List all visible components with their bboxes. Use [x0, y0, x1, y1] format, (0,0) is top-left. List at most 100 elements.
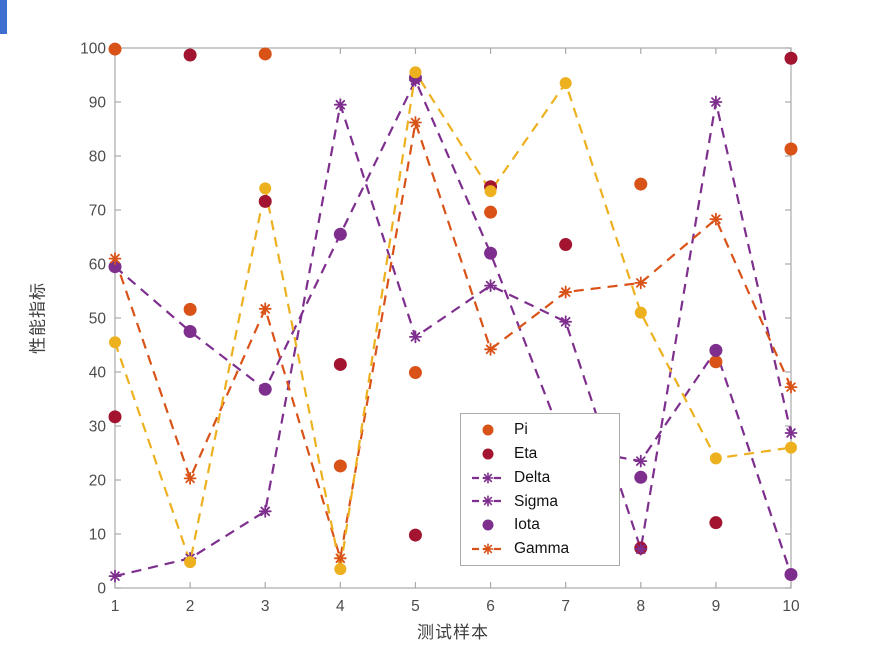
- marker-Iota: [634, 470, 648, 484]
- x-axis-label: 测试样本: [417, 623, 489, 642]
- marker-unlabeled-yellow: [409, 66, 422, 79]
- marker-Iota: [333, 227, 347, 241]
- marker-Eta: [183, 48, 197, 62]
- asterisk-marker: [333, 98, 347, 112]
- legend-glyph-delta: [472, 471, 504, 484]
- y-tick-label: 50: [89, 311, 107, 328]
- asterisk-marker: [183, 471, 197, 485]
- legend-glyph-eta: [482, 448, 494, 460]
- legend-glyph-pi: [482, 424, 494, 436]
- asterisk-marker: [258, 504, 272, 518]
- marker-Pi: [709, 355, 723, 369]
- axes-box: [114, 47, 792, 589]
- legend-item-pi: Pi: [471, 419, 619, 441]
- marker-Eta: [709, 516, 723, 530]
- y-axis-label: 性能指标: [28, 282, 48, 354]
- marker-unlabeled-yellow: [109, 336, 121, 349]
- marker-Iota: [108, 260, 122, 274]
- asterisk-marker: [634, 454, 648, 468]
- marker-Eta: [408, 528, 422, 542]
- series-line-Delta: [114, 101, 793, 578]
- marker-Iota: [784, 568, 798, 581]
- legend-label-delta: Delta: [514, 468, 551, 486]
- marker-Pi: [333, 459, 347, 473]
- y-tick-label: 60: [89, 257, 107, 274]
- x-tick-label: 2: [186, 598, 195, 615]
- series-line-Sigma: [114, 77, 793, 575]
- marker-unlabeled-yellow: [484, 185, 497, 198]
- legend-label-gamma: Gamma: [514, 540, 570, 558]
- asterisk-marker: [784, 380, 798, 394]
- legend-item-gamma: Gamma: [471, 538, 619, 560]
- legend-label-pi: Pi: [514, 421, 528, 439]
- x-tick-label: 8: [636, 598, 645, 615]
- asterisk-marker: [108, 569, 122, 583]
- y-tick-label: 90: [89, 95, 107, 112]
- marker-Pi: [108, 42, 122, 56]
- legend-glyph-sigma: [472, 495, 504, 507]
- legend-label-sigma: Sigma: [514, 492, 558, 510]
- marker-Pi: [784, 142, 798, 156]
- marker-unlabeled-yellow: [785, 441, 797, 454]
- asterisk-marker: [484, 342, 497, 356]
- x-tick-label: 4: [336, 598, 345, 615]
- legend-label-eta: Eta: [514, 444, 538, 462]
- asterisk-marker: [634, 542, 648, 556]
- asterisk-marker: [482, 543, 494, 555]
- y-tick-label: 70: [89, 203, 107, 220]
- x-tick-label: 5: [411, 598, 420, 615]
- x-tick-label: 7: [561, 598, 570, 615]
- asterisk-marker: [559, 285, 573, 299]
- marker-Pi: [484, 205, 498, 219]
- marker-Iota: [484, 246, 498, 260]
- marker-Eta: [258, 194, 272, 208]
- marker-Iota: [183, 325, 197, 338]
- window-edge-artifact: [0, 0, 7, 34]
- legend-glyph-iota: [482, 519, 494, 531]
- series-line-Gamma: [113, 122, 793, 559]
- asterisk-marker: [482, 495, 494, 507]
- y-tick-label: 80: [89, 149, 107, 166]
- series-line-unlabeled-yellow: [113, 69, 792, 570]
- legend-glyph-gamma: [472, 543, 504, 555]
- asterisk-marker: [333, 551, 347, 565]
- legend-label-iota: Iota: [514, 516, 540, 534]
- marker-unlabeled-yellow: [259, 182, 272, 195]
- marker-Iota: [709, 343, 723, 357]
- marker-unlabeled-yellow: [559, 77, 572, 90]
- marker-unlabeled-yellow: [634, 306, 647, 319]
- legend-item-eta: Eta: [471, 443, 619, 465]
- legend: Pi Eta Delta Sigma Iota Gamma: [460, 413, 620, 566]
- y-tick-label: 20: [89, 473, 107, 490]
- x-tick-label: 1: [111, 598, 120, 615]
- legend-item-delta: Delta: [471, 467, 619, 489]
- marker-unlabeled-yellow: [184, 556, 197, 569]
- asterisk-marker: [258, 302, 272, 316]
- x-tick-label: 3: [261, 598, 270, 615]
- asterisk-marker: [409, 330, 422, 344]
- marker-Eta: [559, 238, 573, 252]
- y-tick-label: 100: [80, 41, 106, 58]
- marker-Pi: [258, 47, 272, 61]
- legend-item-iota: Iota: [471, 514, 619, 536]
- marker-unlabeled-yellow: [709, 452, 722, 465]
- x-tick-label: 6: [486, 598, 495, 615]
- asterisk-marker: [709, 212, 723, 226]
- x-tick-label: 10: [782, 598, 800, 615]
- marker-Eta: [333, 357, 347, 371]
- asterisk-marker: [784, 426, 798, 440]
- y-tick-label: 30: [89, 419, 107, 436]
- asterisk-marker: [709, 95, 723, 109]
- y-tick-label: 0: [97, 581, 106, 598]
- asterisk-marker: [559, 315, 573, 329]
- marker-Pi: [183, 302, 197, 316]
- marker-Eta: [108, 410, 122, 424]
- marker-Iota: [258, 382, 272, 396]
- asterisk-marker: [482, 471, 494, 484]
- asterisk-marker: [484, 279, 497, 293]
- marker-unlabeled-yellow: [334, 563, 347, 576]
- asterisk-marker: [108, 252, 122, 266]
- marker-Pi: [408, 366, 422, 380]
